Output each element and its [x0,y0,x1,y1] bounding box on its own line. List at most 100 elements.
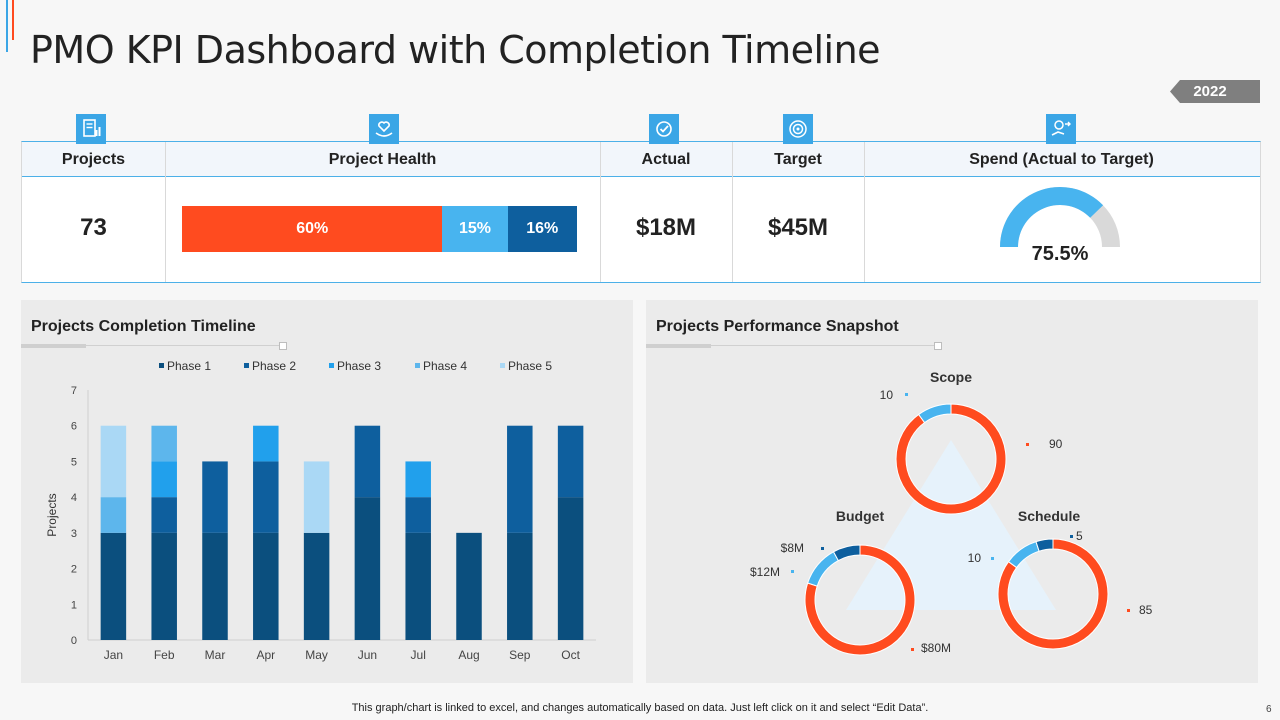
bar-segment [557,497,584,640]
bar-segment [151,425,177,462]
year-tag: 2022 [1170,80,1260,103]
donut-slice [997,538,1109,650]
y-tick-label: 3 [71,528,77,540]
accent-bar-blue [6,0,8,52]
bar-segment [557,425,584,498]
health-segment-3: 16% [507,206,577,252]
slice-marker [791,570,794,573]
slice-label: $8M [781,541,804,555]
bar-segment [151,532,177,640]
legend-swatch [500,363,505,368]
performance-donut-chart: 90 10 Scope $80M $12M$8M Budget 85 10 5 Schedule [750,369,1153,656]
bar-segment [507,425,533,533]
snapshot-title: Projects Performance Snapshot [656,318,899,335]
slice-label: 5 [1076,529,1083,543]
spend-gauge [1000,186,1120,247]
kpi-col-target: Target $45M [732,142,865,282]
slice-marker [991,557,994,560]
kpi-col-spend: Spend (Actual to Target) [864,142,1259,282]
y-tick-label: 7 [71,385,77,397]
money-transfer-icon [1046,114,1076,144]
kpi-header-spend: Spend (Actual to Target) [969,151,1154,168]
kpi-col-projects: Projects 73 [22,142,166,282]
kpi-header-row [22,142,1260,177]
slice-label: 90 [1049,437,1063,451]
x-tick-label: Jul [411,648,426,662]
kpi-header-actual: Actual [641,151,691,168]
kpi-actual-value: $18M [635,214,697,241]
x-tick-label: Jun [358,648,377,662]
timeline-title: Projects Completion Timeline [31,318,256,335]
donut-title: Schedule [1018,508,1080,524]
footer-note: This graph/chart is linked to excel, and… [351,702,929,714]
spend-percent: 75.5% [1031,243,1089,265]
bar-segment [253,532,279,640]
x-tick-label: Sep [509,648,531,662]
bar-segment [100,532,127,640]
kpi-header-target: Target [774,151,822,168]
title-underline [21,344,86,348]
donut-title: Budget [836,508,885,524]
y-tick-label: 1 [71,599,77,611]
donut-slice [807,551,839,587]
donut-slice [1035,538,1054,552]
title-underline [646,344,711,348]
legend-label: Phase 3 [337,359,381,373]
y-tick-label: 4 [71,492,77,504]
x-tick-label: May [305,648,328,662]
legend-swatch [159,363,164,368]
page-title: PMO KPI Dashboard with Completion Timeli… [30,28,881,72]
bar-segment [456,532,482,640]
health-segment-1: 60% [182,206,443,252]
donut-slice [895,403,1007,515]
slice-label: 85 [1139,603,1153,617]
x-tick-label: Oct [561,648,580,662]
kpi-target-value: $45M [767,214,829,241]
bar-segment [405,497,431,533]
slice-marker [1127,609,1130,612]
bar-segment [100,497,127,533]
legend-label: Phase 2 [252,359,296,373]
kpi-col-health: Project Health [165,142,601,282]
x-tick-label: Aug [458,648,479,662]
project-health-bar: 60% 15% 16% [182,206,577,252]
kpi-header-projects: Projects [61,151,126,168]
slice-marker [821,547,824,550]
slice-marker [911,648,914,651]
donut-title: Scope [930,369,972,385]
bar-segment [202,461,228,533]
bar-segment [253,425,279,462]
year-flag [1170,80,1256,103]
legend-label: Phase 5 [508,359,552,373]
legend-swatch [415,363,420,368]
bar-segment [253,461,279,533]
y-tick-label: 5 [71,456,77,468]
kpi-header-health: Project Health [328,151,437,168]
bar-segment [100,425,127,498]
page-number: 6 [1266,704,1272,715]
legend-label: Phase 1 [167,359,211,373]
slice-label: $80M [921,641,951,655]
accent-bar-orange [12,0,14,40]
kpi-projects-value: 73 [80,214,107,241]
triangle-background [846,440,1056,610]
slice-label: 10 [968,551,982,565]
kpi-col-actual: Actual $18M [600,142,733,282]
y-tick-label: 6 [71,421,77,433]
bar-segment [405,532,431,640]
x-tick-label: Feb [154,648,175,662]
bar-segment [405,461,431,498]
title-rule-end [279,342,287,350]
bar-segment [151,497,177,533]
donut-slice [832,544,861,562]
legend-label: Phase 4 [423,359,467,373]
y-axis-label: Projects [45,493,59,536]
bar-segment [354,497,381,640]
slice-marker [1026,443,1029,446]
x-tick-label: Jan [104,648,123,662]
gauge-fill [1000,186,1104,247]
slice-label: 10 [880,388,894,402]
donut-slice [917,403,952,424]
document-chart-icon [76,114,106,144]
x-tick-label: Mar [205,648,226,662]
